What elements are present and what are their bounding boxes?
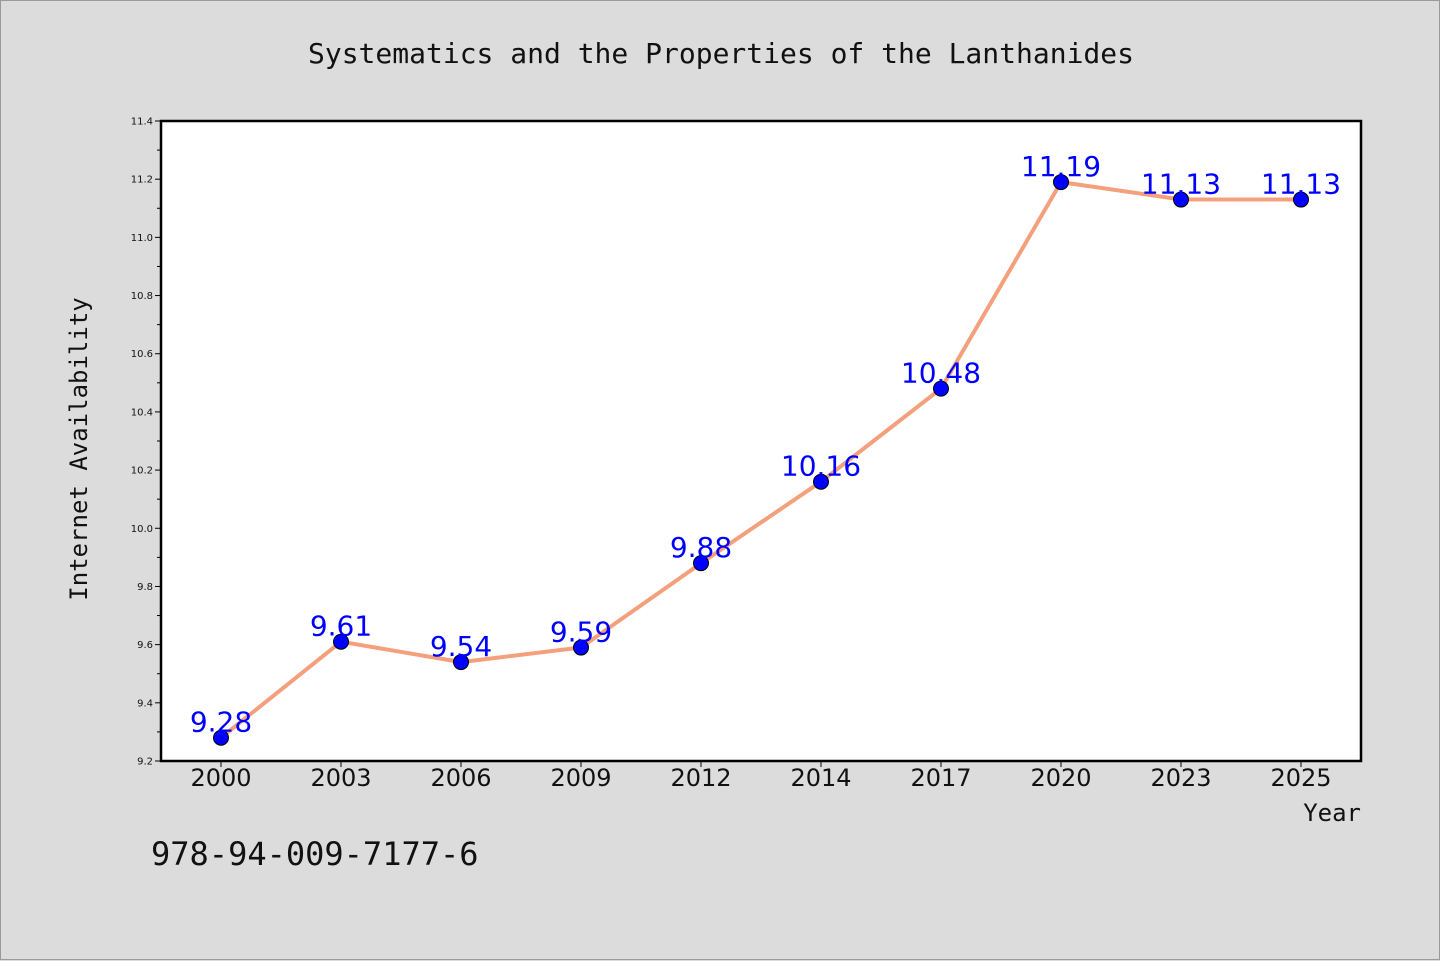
isbn-annotation: 978-94-009-7177-6	[151, 835, 479, 873]
chart-title: Systematics and the Properties of the La…	[308, 37, 1134, 70]
data-label: 9.54	[430, 630, 492, 663]
y-tick-label: 10.2	[131, 466, 153, 477]
data-point	[1293, 191, 1309, 208]
data-label: 11.13	[1141, 168, 1221, 201]
data-point	[813, 473, 829, 490]
x-axis-label: Year	[1303, 799, 1361, 827]
y-tick-label: 9.6	[137, 640, 153, 651]
y-tick-label: 9.8	[137, 582, 153, 593]
data-point	[1173, 191, 1189, 208]
y-tick-label: 9.2	[137, 757, 153, 768]
y-tick-label: 10.6	[131, 349, 153, 360]
data-point	[573, 639, 589, 656]
data-label: 10.48	[901, 357, 981, 390]
plot-area	[159, 119, 1363, 763]
x-tick-label: 2020	[1030, 764, 1091, 792]
data-label: 11.13	[1261, 168, 1341, 201]
marker-group	[213, 174, 1309, 746]
data-label: 11.19	[1021, 150, 1101, 183]
y-tick-label: 10.4	[131, 407, 153, 418]
y-axis-label: Internet Availability	[65, 297, 93, 600]
series-line-group	[219, 180, 1301, 740]
data-point	[213, 729, 229, 746]
x-tick-label: 2023	[1150, 764, 1211, 792]
x-tick-label: 2014	[790, 764, 851, 792]
x-tick-label: 2006	[430, 764, 491, 792]
y-tick-label: 11.4	[131, 117, 153, 128]
y-tick-label: 10.8	[131, 291, 153, 302]
data-point	[1053, 174, 1069, 191]
data-point	[693, 555, 709, 572]
x-tick-label: 2025	[1270, 764, 1331, 792]
data-point	[933, 380, 949, 397]
data-label: 9.61	[310, 610, 372, 643]
data-point	[333, 633, 349, 650]
y-tick-label: 10.0	[131, 524, 153, 535]
data-label: 9.28	[190, 706, 252, 739]
y-tick-label: 11.2	[131, 175, 153, 186]
x-tick-label: 2000	[190, 764, 251, 792]
x-tick-label: 2017	[910, 764, 971, 792]
data-point	[453, 654, 469, 671]
y-tick-label: 11.0	[131, 233, 153, 244]
data-label: 10.16	[781, 450, 861, 483]
x-tick-label: 2009	[550, 764, 611, 792]
data-label-group: 9.28 9.61 9.54 9.59 9.88 10.16 10.48 11.19 11.13…	[190, 150, 1341, 739]
data-label: 9.59	[550, 616, 612, 649]
x-tick-label: 2012	[670, 764, 731, 792]
y-axis-ticks: 9.2 9.4 9.6 9.8 10.0 10.2 10.4 10.6 10.8 11.0 11.2…	[131, 117, 161, 768]
x-tick-label: 2003	[310, 764, 371, 792]
x-axis-ticks: 2000 2003 2006 2009 2012 2014 2017 2020 2023 2025	[190, 761, 1332, 792]
y-tick-label: 9.4	[137, 698, 153, 709]
series-line	[219, 180, 1301, 740]
data-label: 9.88	[670, 531, 732, 564]
